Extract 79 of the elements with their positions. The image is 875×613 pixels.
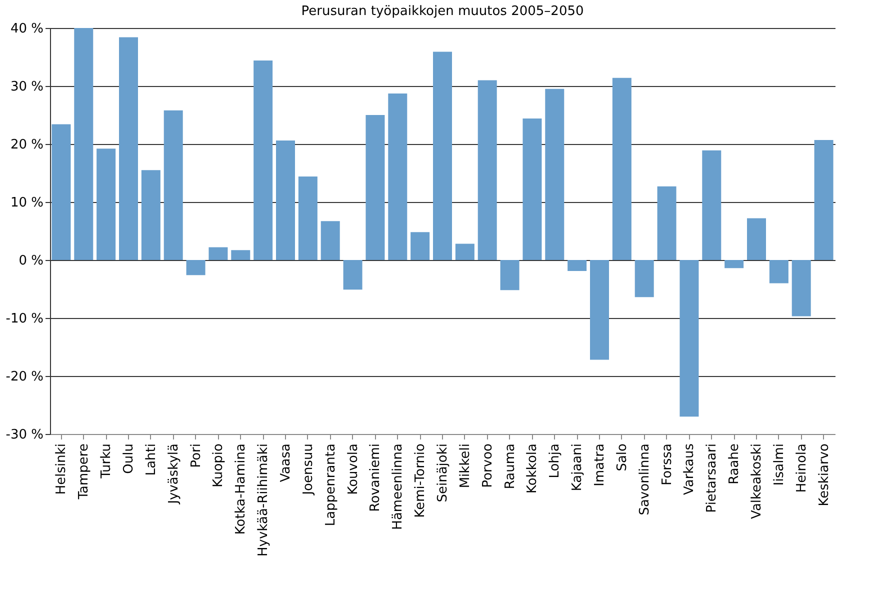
bar xyxy=(500,260,520,290)
x-tick-label: Lappenranta xyxy=(323,444,338,526)
bar xyxy=(590,260,609,360)
bar xyxy=(657,186,676,260)
bar xyxy=(208,247,228,260)
x-tick-label: Kajaani xyxy=(570,444,586,492)
x-tick-label: Pietarsaari xyxy=(704,444,720,513)
x-tick-label: Varkaus xyxy=(682,443,698,495)
x-tick-label: Keskiarvo xyxy=(816,443,832,506)
chart-title: Perusuran työpaikkojen muutos 2005–2050 xyxy=(301,4,584,19)
bar xyxy=(724,260,744,268)
bar xyxy=(276,140,295,260)
bar xyxy=(522,118,542,260)
x-tick-label: Kuopio xyxy=(211,443,226,488)
x-tick-label: Kemi-Tornio xyxy=(413,443,428,518)
x-tick-label: Hyvkää-Riihimäki xyxy=(256,444,272,556)
bar xyxy=(141,170,160,260)
y-tick-label: -20 % xyxy=(6,370,44,384)
x-tick-label: Helsinki xyxy=(54,444,70,495)
bar xyxy=(74,28,94,260)
x-tick-label: Vaasa xyxy=(278,444,294,482)
bar xyxy=(747,218,766,260)
x-tick-label: Iisalmi xyxy=(772,444,787,486)
y-tick-label: 40 % xyxy=(10,22,44,36)
bar xyxy=(96,148,116,260)
x-tick-label: Hämeenlinna xyxy=(390,444,406,530)
bar xyxy=(119,37,138,260)
bar xyxy=(634,260,654,298)
bar xyxy=(814,140,834,260)
bar xyxy=(612,78,632,260)
bar xyxy=(320,221,340,260)
y-tick-label: 0 % xyxy=(18,254,44,268)
bar xyxy=(231,250,250,260)
bar xyxy=(298,176,318,260)
x-tick-label: Tampere xyxy=(76,444,92,500)
x-tick-label: Forssa xyxy=(660,444,675,486)
x-tick-label: Jyväskylä xyxy=(166,444,182,505)
x-tick-label: Rauma xyxy=(502,444,518,490)
bar xyxy=(478,80,497,260)
y-tick-label: -30 % xyxy=(6,428,44,442)
x-tick-label: Savonlinna xyxy=(637,444,652,516)
bar xyxy=(545,88,564,260)
x-tick-label: Mikkeli xyxy=(458,444,473,488)
bar xyxy=(568,260,587,272)
x-tick-label: Porvoo xyxy=(480,443,496,488)
x-tick-label: Kotka-Hamina xyxy=(234,444,249,535)
x-tick-label: Imatra xyxy=(592,444,608,486)
bar xyxy=(792,260,811,316)
x-tick-label: Kokkola xyxy=(525,444,540,494)
y-tick-label: 30 % xyxy=(10,80,44,94)
bar xyxy=(455,244,474,260)
x-tick-label: Heinola xyxy=(794,444,810,493)
x-tick-label: Lohja xyxy=(548,444,563,478)
bar xyxy=(433,52,452,260)
bar xyxy=(164,110,183,260)
y-tick-label: 10 % xyxy=(10,196,44,210)
bar xyxy=(388,94,408,260)
bar xyxy=(769,260,788,284)
x-tick-label: Pori xyxy=(188,444,204,468)
bar xyxy=(702,150,722,260)
x-tick-label: Turku xyxy=(99,444,114,480)
bar xyxy=(343,260,362,290)
x-tick-label: Seinäjoki xyxy=(436,444,450,502)
x-tick-label: Lahti xyxy=(144,444,159,476)
x-tick-label: Valkeakoski xyxy=(750,444,764,519)
x-tick-label: Oulu xyxy=(122,444,136,474)
y-tick-label: 20 % xyxy=(10,138,44,152)
x-tick-label: Joensuu xyxy=(300,444,316,496)
bar xyxy=(680,260,699,417)
bar xyxy=(410,232,430,260)
bar xyxy=(186,260,206,276)
bar xyxy=(254,60,273,260)
y-tick-label: -10 % xyxy=(6,312,44,326)
x-tick-label: Rovaniemi xyxy=(368,444,384,512)
bar xyxy=(366,115,385,260)
x-tick-label: Kouvola xyxy=(346,444,361,495)
x-tick-label: Raahe xyxy=(727,444,742,484)
bar xyxy=(52,124,71,260)
x-tick-label: Salo xyxy=(614,443,630,472)
